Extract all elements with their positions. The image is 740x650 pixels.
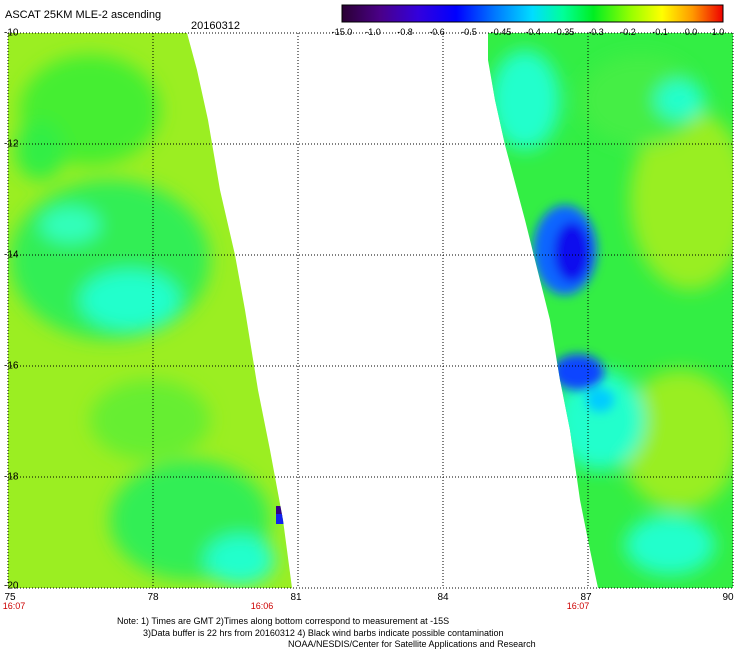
- chart-date: 20160312: [191, 20, 240, 32]
- colorbar-label: 1.0: [711, 27, 725, 37]
- colorbar-label: -0.35: [553, 27, 575, 37]
- colorbar-label: -0.5: [461, 27, 477, 37]
- map-gridlines: [7, 32, 734, 589]
- colorbar-label: -0.8: [397, 27, 413, 37]
- lon-label: 75: [4, 592, 16, 603]
- chart-title: ASCAT 25KM MLE-2 ascending: [5, 9, 162, 21]
- footer-note-1: Note: 1) Times are GMT 2)Times along bot…: [117, 616, 450, 626]
- colorbar-label: -0.3: [588, 27, 604, 37]
- lon-label: 84: [437, 592, 449, 603]
- time-label: 16:07: [2, 601, 26, 611]
- lon-label: 78: [147, 592, 159, 603]
- colorbar-label: -0.1: [652, 27, 668, 37]
- colorbar: [341, 4, 724, 23]
- time-label: 16:07: [566, 601, 590, 611]
- colorbar-label: 0.0: [684, 27, 698, 37]
- lon-label: 90: [722, 592, 734, 603]
- lon-label: 87: [580, 592, 592, 603]
- lat-label: -12: [4, 138, 19, 150]
- colorbar-label: -0.2: [620, 27, 636, 37]
- footer-credit: NOAA/NESDIS/Center for Satellite Applica…: [288, 639, 536, 649]
- lat-label: -20: [4, 580, 19, 592]
- colorbar-label: -0.6: [429, 27, 445, 37]
- colorbar-label: -0.45: [490, 27, 512, 37]
- lat-label: -18: [4, 471, 19, 483]
- footer-note-2: 3)Data buffer is 22 hrs from 20160312 4)…: [143, 628, 504, 638]
- lat-label: -14: [4, 249, 19, 261]
- colorbar-label: -15.0: [331, 27, 353, 37]
- right-swath: [488, 33, 733, 588]
- lon-label: 81: [290, 592, 302, 603]
- lat-label: -16: [4, 360, 19, 372]
- colorbar-label: -0.4: [525, 27, 541, 37]
- lat-label: -10: [4, 27, 19, 39]
- time-label: 16:06: [250, 601, 274, 611]
- colorbar-label: -1.0: [365, 27, 381, 37]
